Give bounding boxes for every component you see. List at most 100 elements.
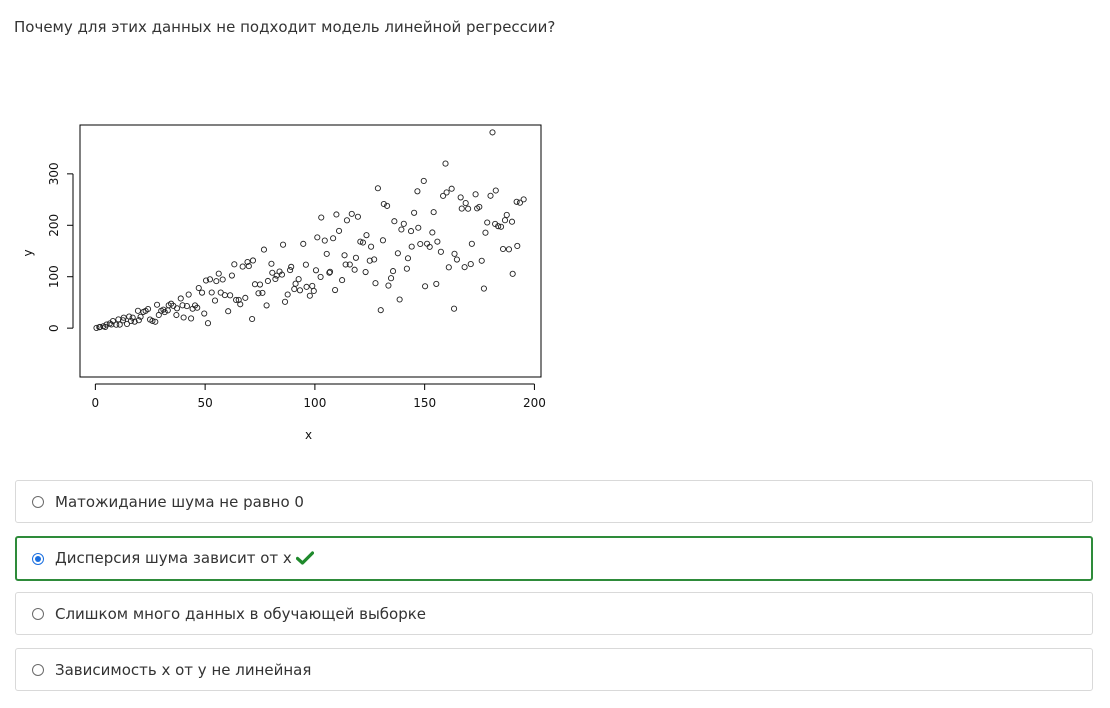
data-point (288, 263, 295, 270)
data-point (462, 200, 469, 207)
data-point (451, 250, 458, 257)
data-point (249, 315, 256, 323)
data-point (280, 241, 287, 248)
data-point (520, 196, 527, 203)
y-tick-label: 100 (47, 265, 61, 288)
data-point (239, 263, 246, 270)
data-point (309, 282, 316, 289)
data-point (134, 307, 142, 314)
data-point (228, 272, 235, 279)
data-point (499, 245, 507, 253)
data-point (408, 243, 415, 250)
data-point (310, 287, 317, 295)
data-point (404, 255, 412, 262)
data-point (249, 257, 257, 264)
data-point (341, 252, 348, 259)
data-point (245, 263, 252, 270)
data-point (354, 213, 361, 220)
data-point (225, 308, 232, 315)
y-axis-label: y (21, 249, 35, 256)
data-point (268, 260, 275, 267)
data-point (292, 280, 299, 287)
data-point (380, 200, 387, 208)
data-point (180, 314, 187, 321)
data-point (420, 177, 427, 185)
data-point (323, 250, 330, 257)
data-point (467, 261, 474, 268)
data-point (503, 211, 510, 218)
data-point (177, 295, 184, 302)
option-variance[interactable]: Дисперсия шума зависит от x (15, 536, 1093, 581)
data-point (430, 209, 437, 216)
data-point (264, 277, 271, 285)
data-point (415, 224, 422, 231)
data-point (368, 243, 375, 250)
data-point (394, 250, 401, 257)
data-point (237, 301, 244, 308)
data-point (366, 257, 373, 264)
data-point (231, 261, 238, 268)
data-point (127, 317, 134, 324)
data-point (461, 264, 468, 271)
data-point (417, 240, 424, 248)
data-point (426, 243, 433, 250)
x-tick-label: 200 (523, 396, 546, 410)
data-point (161, 308, 168, 316)
data-point (326, 269, 333, 276)
data-point (371, 256, 378, 263)
data-point (346, 261, 353, 268)
y-tick-label: 0 (47, 324, 61, 332)
data-point (482, 229, 489, 236)
data-point (173, 305, 181, 312)
data-point (385, 282, 392, 289)
x-tick-label: 150 (413, 396, 436, 410)
option-label: Слишком много данных в обучающей выборке (55, 604, 427, 623)
data-point (411, 209, 418, 216)
option-nonlinear[interactable]: Зависимость x от y не линейная (15, 648, 1093, 691)
data-point (93, 324, 100, 331)
data-point (208, 289, 215, 296)
data-point (263, 302, 270, 309)
question-text: Почему для этих данных не подходит модел… (14, 18, 556, 36)
radio-button[interactable] (32, 607, 44, 620)
data-point (445, 264, 452, 271)
data-point (149, 317, 156, 324)
data-point (434, 238, 441, 245)
option-too-much-data[interactable]: Слишком много данных в обучающей выборке (15, 592, 1093, 635)
data-point (362, 268, 369, 276)
radio-button-selected[interactable] (32, 552, 44, 565)
data-point (173, 311, 180, 319)
data-point (343, 217, 350, 224)
data-point (242, 294, 249, 301)
data-point (489, 129, 496, 136)
x-tick-label: 50 (197, 396, 212, 410)
data-point (352, 254, 359, 261)
x-tick-label: 100 (303, 396, 326, 410)
data-point (359, 239, 367, 246)
data-point (487, 192, 494, 199)
data-point (206, 276, 214, 283)
data-point (333, 211, 340, 218)
radio-button[interactable] (32, 663, 44, 676)
radio-button[interactable] (32, 495, 44, 508)
data-point (372, 280, 379, 287)
data-point (204, 320, 212, 327)
option-expectation[interactable]: Матожидание шума не равно 0 (15, 480, 1093, 523)
data-point (442, 160, 449, 167)
data-point (183, 303, 190, 310)
data-point (516, 199, 523, 206)
data-point (296, 287, 304, 294)
data-point (185, 291, 192, 298)
data-point (272, 275, 279, 283)
data-point (123, 320, 131, 327)
data-point (332, 286, 339, 294)
data-point (374, 185, 381, 192)
data-point (457, 194, 464, 201)
data-point (384, 202, 391, 209)
data-point (284, 291, 291, 298)
data-point (451, 305, 458, 312)
data-point (357, 238, 364, 245)
data-point (213, 278, 220, 285)
data-point (484, 219, 491, 226)
data-point (453, 256, 460, 263)
